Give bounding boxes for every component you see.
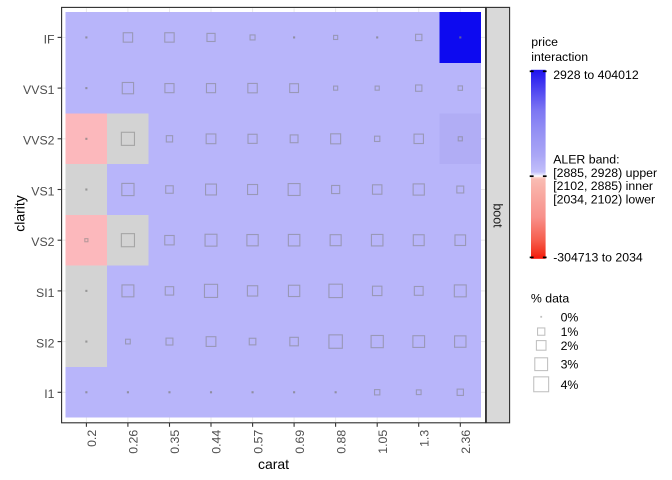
svg-text:I1: I1	[44, 387, 54, 401]
svg-text:ALER band:: ALER band:	[553, 153, 619, 167]
svg-text:IF: IF	[44, 32, 55, 46]
svg-text:-304713 to 2034: -304713 to 2034	[553, 251, 643, 265]
svg-text:[2034, 2102) lower: [2034, 2102) lower	[553, 192, 655, 206]
svg-text:0.57: 0.57	[251, 430, 265, 454]
svg-text:0.88: 0.88	[334, 430, 348, 454]
svg-text:2928 to 404012: 2928 to 404012	[553, 68, 639, 82]
svg-text:4%: 4%	[561, 378, 579, 392]
svg-text:0%: 0%	[561, 310, 579, 324]
svg-text:VVS1: VVS1	[23, 83, 55, 97]
svg-text:2%: 2%	[561, 339, 579, 353]
svg-text:% data: % data	[531, 291, 569, 305]
svg-text:3%: 3%	[561, 358, 579, 372]
svg-text:carat: carat	[258, 456, 289, 472]
svg-text:0.2: 0.2	[85, 430, 99, 447]
svg-text:0.35: 0.35	[168, 430, 182, 454]
svg-text:[2102, 2885) inner: [2102, 2885) inner	[553, 179, 653, 193]
svg-text:VS2: VS2	[31, 235, 54, 249]
svg-text:[2885, 2928) upper: [2885, 2928) upper	[553, 166, 657, 180]
svg-text:SI1: SI1	[36, 286, 55, 300]
svg-text:1.3: 1.3	[417, 430, 431, 447]
svg-text:1%: 1%	[561, 325, 579, 339]
svg-text:0.69: 0.69	[293, 430, 307, 454]
svg-text:price: price	[531, 35, 558, 49]
svg-text:interaction: interaction	[531, 50, 588, 64]
svg-text:VVS2: VVS2	[23, 134, 55, 148]
svg-text:clarity: clarity	[12, 195, 28, 232]
svg-text:0.26: 0.26	[127, 430, 141, 454]
svg-text:0.44: 0.44	[210, 430, 224, 454]
svg-text:2.36: 2.36	[459, 430, 473, 454]
svg-text:SI2: SI2	[36, 337, 55, 351]
svg-text:VS1: VS1	[31, 184, 54, 198]
svg-text:1.05: 1.05	[376, 430, 390, 454]
svg-text:boot: boot	[491, 203, 505, 228]
